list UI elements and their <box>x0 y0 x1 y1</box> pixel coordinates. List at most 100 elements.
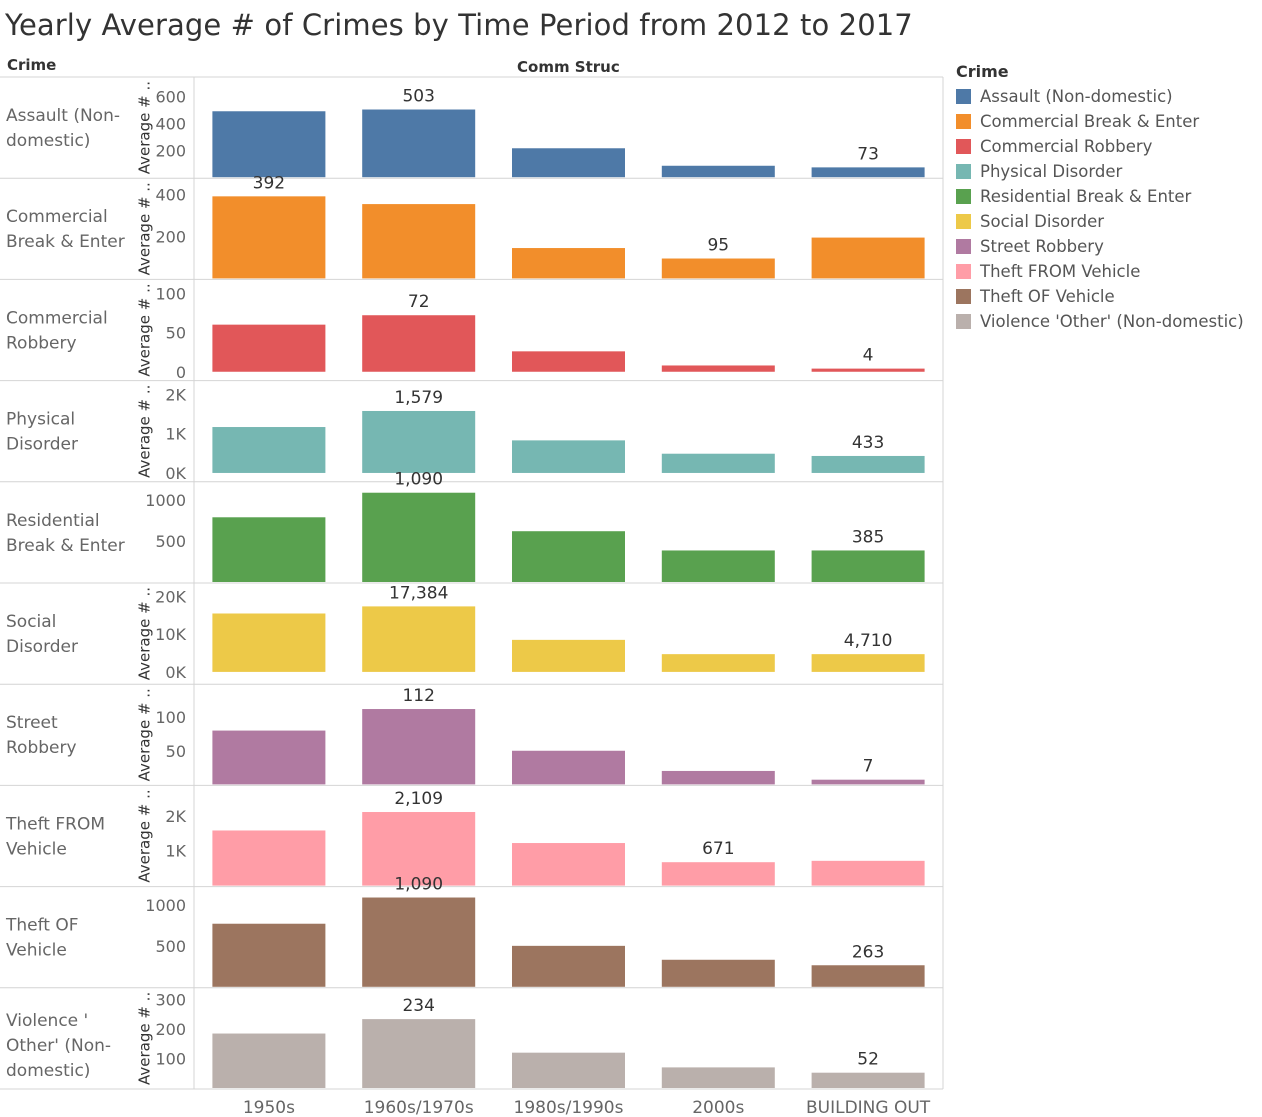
bar <box>362 315 476 372</box>
bar <box>362 109 476 178</box>
bar <box>512 531 625 582</box>
bar <box>212 427 326 473</box>
legend-label: Assault (Non-domestic) <box>980 87 1173 106</box>
bar <box>811 455 925 473</box>
bar <box>212 324 326 372</box>
row-label: Theft FROM <box>5 814 105 834</box>
row-label: Disorder <box>6 637 78 657</box>
axis-title: Average # .. <box>136 688 154 781</box>
y-tick-label: 100 <box>155 1050 186 1069</box>
bar <box>362 897 476 987</box>
bar <box>212 517 326 582</box>
data-label: 1,579 <box>394 388 443 408</box>
legend-swatch <box>956 314 971 329</box>
axis-title: Average # .. <box>136 789 154 882</box>
row-label: Theft OF <box>5 916 79 936</box>
legend-item[interactable]: Theft OF Vehicle <box>956 284 1244 309</box>
data-label: 95 <box>707 236 729 256</box>
y-tick-label: 1K <box>165 842 186 861</box>
legend-item[interactable]: Violence 'Other' (Non-domestic) <box>956 309 1244 334</box>
data-label: 263 <box>852 942 884 962</box>
chart-title: Yearly Average # of Crimes by Time Perio… <box>5 8 913 42</box>
legend-swatch <box>956 164 971 179</box>
data-label: 503 <box>402 87 434 107</box>
bar <box>212 613 326 672</box>
row-label: Robbery <box>6 738 77 758</box>
x-tick-label: 1950s <box>243 1098 295 1117</box>
data-label: 392 <box>253 173 285 193</box>
row-label: Physical <box>6 410 75 430</box>
legend-swatch <box>956 264 971 279</box>
legend-label: Physical Disorder <box>980 162 1123 181</box>
y-tick-label: 200 <box>155 228 186 247</box>
axis-title: Average # .. <box>136 587 154 680</box>
data-label: 433 <box>852 433 884 453</box>
row-label: Residential <box>6 511 100 531</box>
legend-item[interactable]: Assault (Non-domestic) <box>956 84 1244 109</box>
bar <box>212 730 326 785</box>
bar <box>512 248 625 279</box>
legend-item[interactable]: Commercial Break & Enter <box>956 109 1244 134</box>
bar <box>362 709 476 785</box>
data-label: 4,710 <box>844 631 893 651</box>
bar <box>512 440 625 473</box>
bar <box>512 843 625 886</box>
row-label: Street <box>6 713 58 733</box>
bar <box>362 410 476 473</box>
bar <box>661 258 775 279</box>
data-label: 72 <box>408 292 430 312</box>
legend-swatch <box>956 89 971 104</box>
axis-title: Average # .. <box>136 385 154 478</box>
bar <box>811 654 925 672</box>
data-label: 1,090 <box>394 470 443 490</box>
row-label: Commercial <box>6 308 108 328</box>
legend-label: Commercial Break & Enter <box>980 112 1200 131</box>
y-tick-label: 200 <box>155 1020 186 1039</box>
bar <box>661 453 775 473</box>
bar <box>811 237 925 279</box>
data-label: 385 <box>852 527 884 547</box>
data-label: 2,109 <box>394 789 443 809</box>
legend-label: Street Robbery <box>980 237 1104 256</box>
bar <box>362 492 476 582</box>
row-label: Vehicle <box>6 941 67 961</box>
y-tick-label: 500 <box>155 532 186 551</box>
bar <box>212 111 326 178</box>
bar <box>661 959 775 987</box>
legend-swatch <box>956 289 971 304</box>
legend: Crime Assault (Non-domestic) Commercial B… <box>956 62 1244 334</box>
data-label: 4 <box>863 346 874 366</box>
bar <box>811 167 925 178</box>
row-label: domestic) <box>6 131 90 151</box>
legend-label: Theft FROM Vehicle <box>980 262 1141 281</box>
y-tick-label: 100 <box>155 708 186 727</box>
bar <box>212 830 326 886</box>
legend-title: Crime <box>956 62 1009 81</box>
y-tick-label: 400 <box>155 114 186 133</box>
data-label: 234 <box>402 996 434 1016</box>
bar <box>661 770 775 785</box>
legend-item[interactable]: Physical Disorder <box>956 159 1244 184</box>
legend-item[interactable]: Commercial Robbery <box>956 134 1244 159</box>
small-multiples-bar-chart: Assault (Non-domestic) Average # .. 200400… <box>0 76 944 1117</box>
row-label: Social <box>6 612 56 632</box>
bar <box>661 550 775 582</box>
legend-item[interactable]: Theft FROM Vehicle <box>956 259 1244 284</box>
bar <box>212 1033 326 1088</box>
bar <box>811 965 925 987</box>
x-tick-label: 1960s/1970s <box>364 1098 474 1117</box>
legend-item[interactable]: Street Robbery <box>956 234 1244 259</box>
data-label: 1,090 <box>394 875 443 895</box>
data-label: 7 <box>863 757 874 777</box>
bar <box>661 654 775 672</box>
legend-item[interactable]: Residential Break & Enter <box>956 184 1244 209</box>
row-label: Assault (Non- <box>6 106 120 126</box>
bar <box>212 196 326 279</box>
x-tick-label: BUILDING OUT <box>806 1098 931 1117</box>
row-label: Other' (Non- <box>6 1036 111 1056</box>
axis-title: Average # .. <box>136 992 154 1085</box>
legend-swatch <box>956 239 971 254</box>
legend-item[interactable]: Social Disorder <box>956 209 1244 234</box>
y-tick-label: 1000 <box>145 491 186 510</box>
data-label: 73 <box>857 144 879 164</box>
